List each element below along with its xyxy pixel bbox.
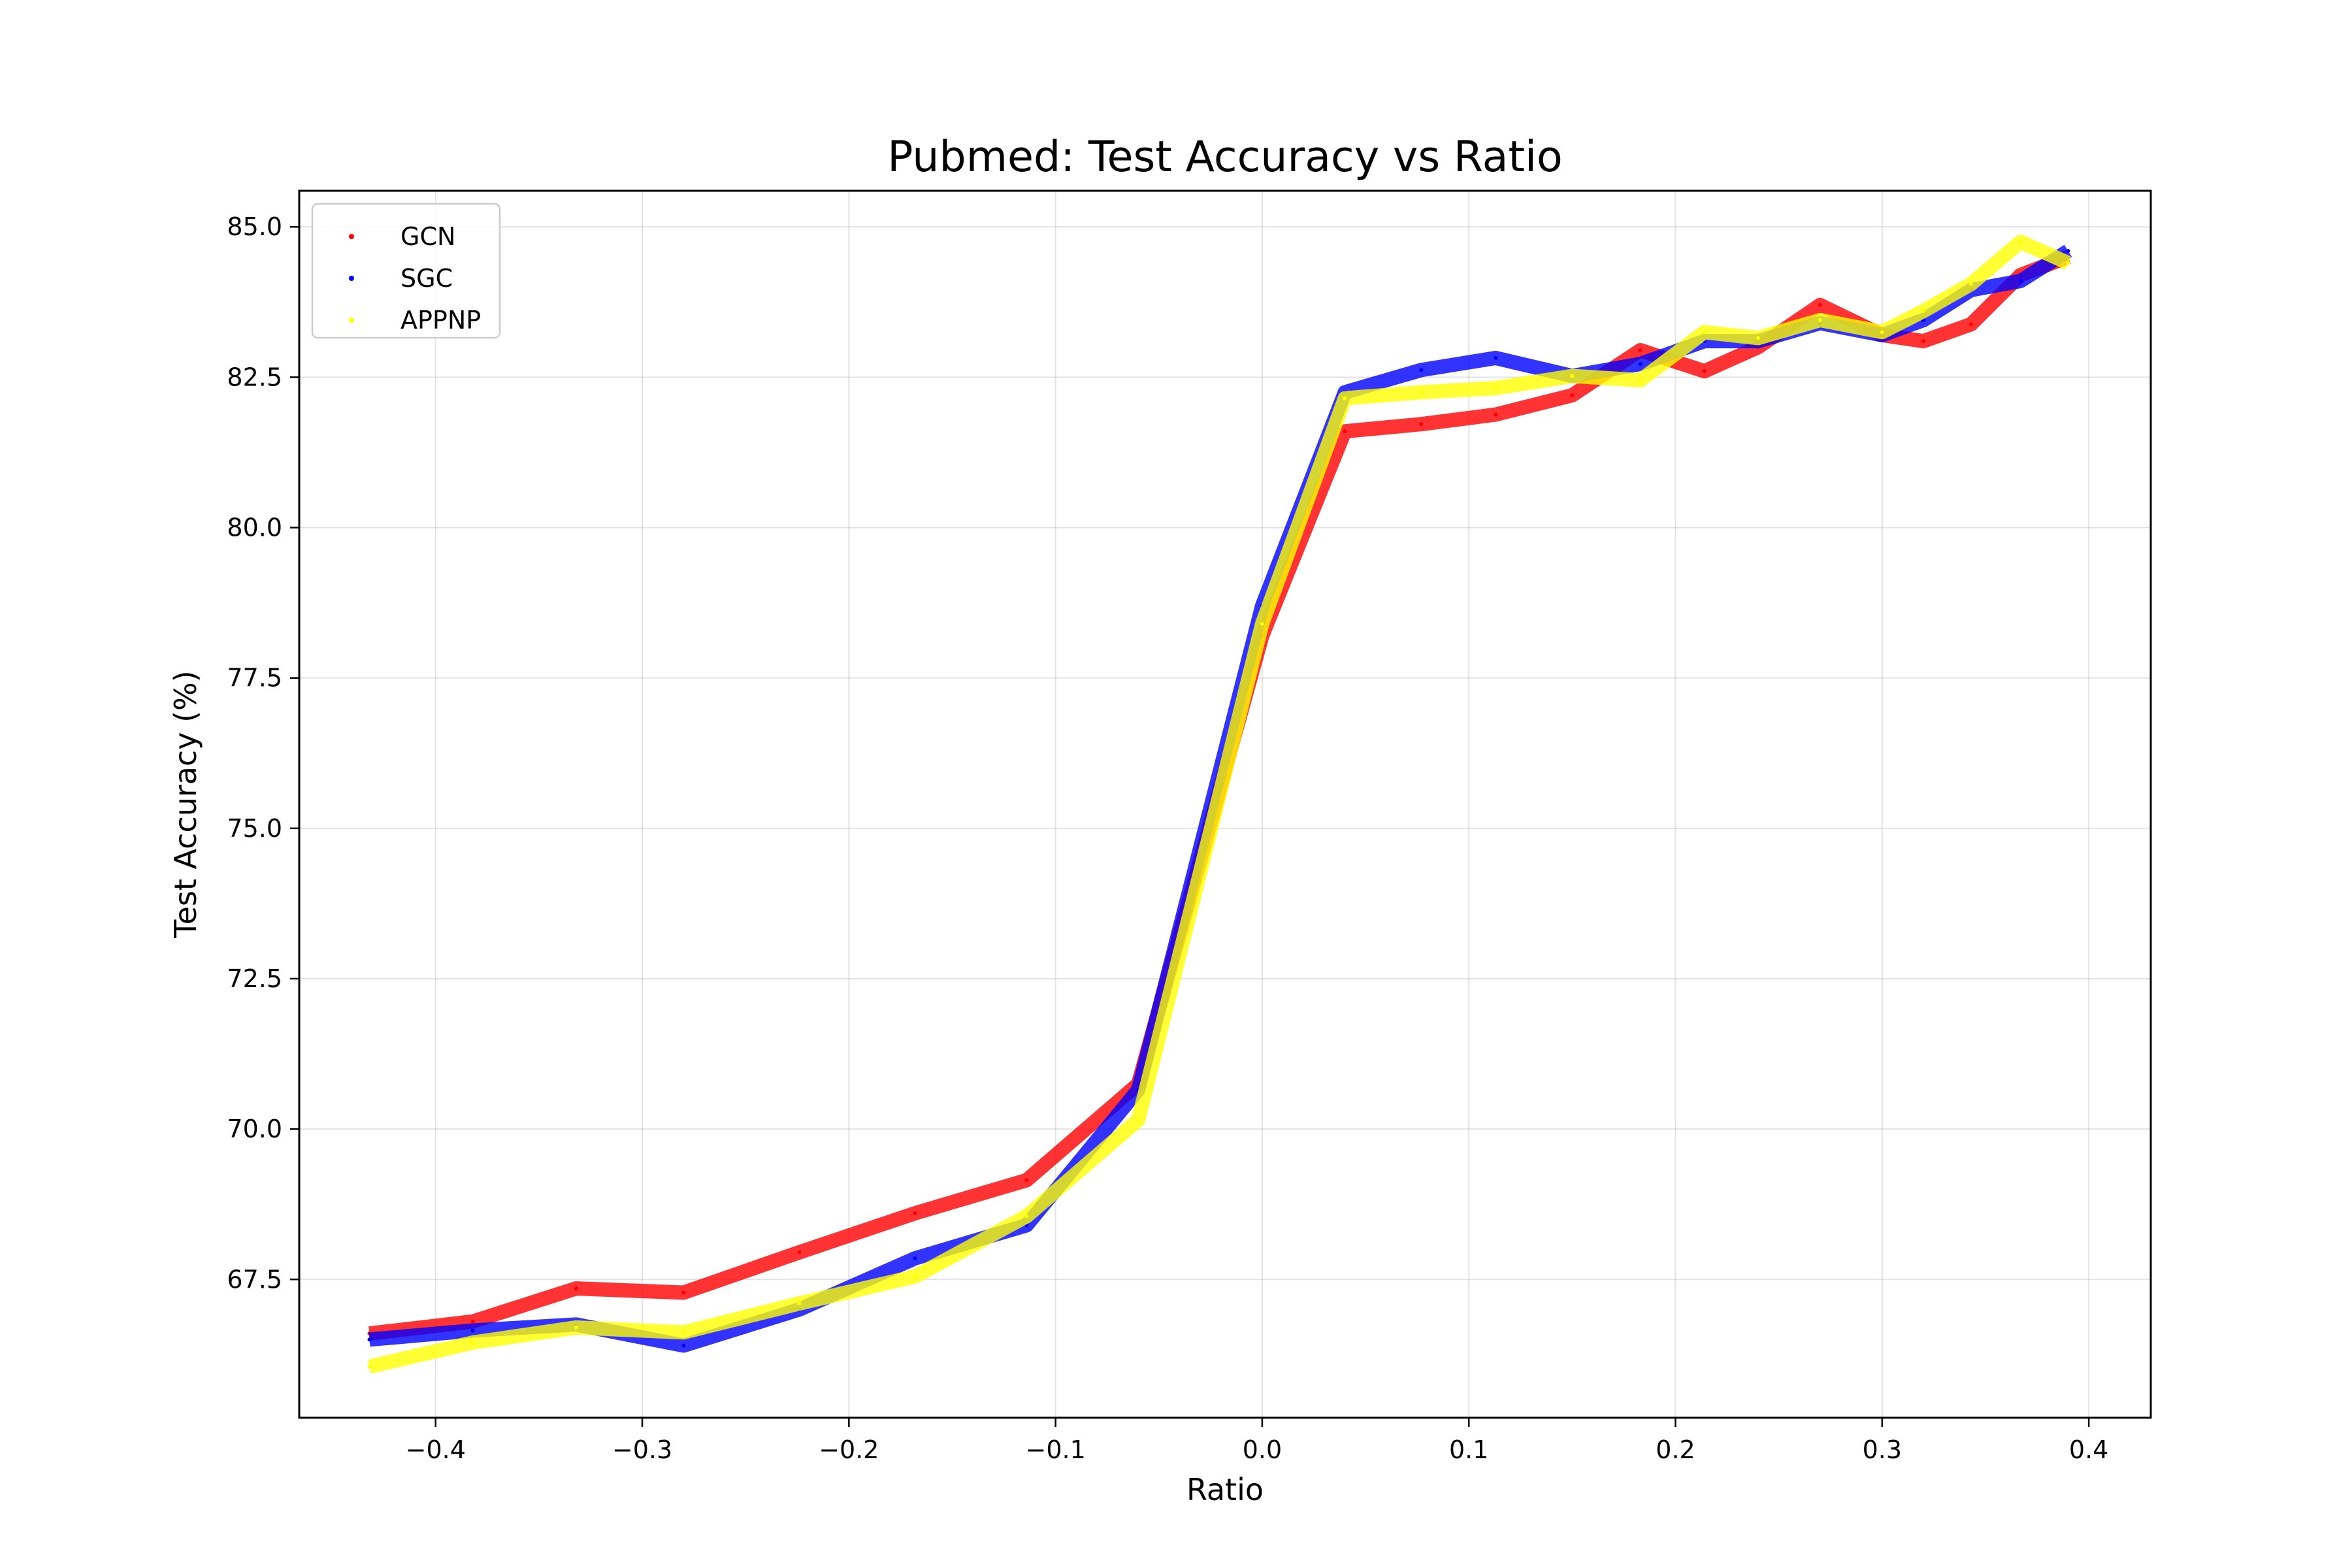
data-point-appnp xyxy=(2066,261,2070,265)
legend-marker-gcn xyxy=(349,234,354,239)
data-point-appnp xyxy=(1702,330,1707,335)
grid xyxy=(299,191,2151,1418)
data-point-gcn xyxy=(1638,348,1642,352)
legend-item-sgc: SGC xyxy=(349,264,453,293)
y-axis-ticks: 67.5 70.0 72.5 75.0 77.5 80.0 82.5 85.0 xyxy=(227,212,299,1294)
data-point-appnp xyxy=(367,1364,372,1369)
data-point-sgc xyxy=(681,1343,686,1348)
legend: GCN SGC APPNP xyxy=(311,203,501,339)
data-point-sgc xyxy=(2066,249,2070,253)
legend-item-appnp: APPNP xyxy=(349,306,481,335)
legend-marker-sgc xyxy=(349,276,354,281)
data-point-appnp xyxy=(1756,336,1761,340)
data-point-appnp xyxy=(1024,1214,1029,1218)
data-point-appnp xyxy=(1419,390,1424,395)
data-point-gcn xyxy=(1343,429,1347,434)
data-point-appnp xyxy=(574,1325,578,1330)
x-tick-label: −0.1 xyxy=(1025,1435,1085,1464)
y-tick-label: 80.0 xyxy=(227,514,282,542)
data-point-gcn xyxy=(797,1250,802,1254)
data-point-gcn xyxy=(1024,1178,1029,1183)
data-point-gcn xyxy=(574,1286,578,1291)
data-point-appnp xyxy=(1570,374,1575,378)
x-tick-label: −0.3 xyxy=(612,1435,672,1464)
y-tick-label: 70.0 xyxy=(227,1115,282,1143)
data-point-gcn xyxy=(1921,339,1926,344)
x-axis-ticks: −0.4 −0.3 −0.2 −0.1 0.0 0.1 0.2 0.3 0.4 xyxy=(406,1418,2108,1464)
data-point-appnp xyxy=(913,1274,917,1279)
x-tick-label: −0.4 xyxy=(406,1435,466,1464)
y-tick-label: 72.5 xyxy=(227,964,282,993)
data-point-sgc xyxy=(1494,355,1498,360)
x-tick-label: 0.3 xyxy=(1863,1435,1902,1464)
data-point-appnp xyxy=(1921,309,1926,314)
data-point-gcn xyxy=(913,1211,917,1215)
data-point-gcn xyxy=(1419,422,1424,427)
y-tick-label: 67.5 xyxy=(227,1265,282,1294)
plot-frame xyxy=(298,189,2152,1419)
series-appnp xyxy=(367,235,2071,1374)
data-point-appnp xyxy=(1968,282,1973,286)
data-point-gcn xyxy=(1570,393,1575,397)
data-point-gcn xyxy=(1968,322,1973,327)
data-point-sgc xyxy=(470,1328,475,1333)
data-point-gcn xyxy=(1494,412,1498,417)
data-point-appnp xyxy=(1343,396,1347,400)
x-tick-label: 0.0 xyxy=(1243,1435,1282,1464)
data-point-appnp xyxy=(470,1340,475,1345)
legend-marker-appnp xyxy=(349,318,354,323)
data-point-appnp xyxy=(1260,621,1264,626)
data-point-appnp xyxy=(2018,240,2023,244)
x-axis-label: Ratio xyxy=(1186,1472,1264,1507)
legend-label-sgc: SGC xyxy=(400,264,453,293)
legend-box xyxy=(311,203,501,339)
data-point-gcn xyxy=(1818,302,1822,307)
legend-item-gcn: GCN xyxy=(349,222,455,251)
y-tick-label: 75.0 xyxy=(227,814,282,843)
data-point-appnp xyxy=(1494,385,1498,390)
data-point-sgc xyxy=(1419,368,1424,372)
data-point-appnp xyxy=(1880,330,1884,335)
data-point-sgc xyxy=(1638,362,1642,367)
data-point-appnp xyxy=(797,1301,802,1306)
data-point-gcn xyxy=(470,1319,475,1324)
y-tick-label: 77.5 xyxy=(227,664,282,693)
data-point-sgc xyxy=(367,1337,372,1342)
x-tick-label: 0.2 xyxy=(1656,1435,1695,1464)
data-point-sgc xyxy=(2018,279,2023,284)
plot-series xyxy=(367,235,2072,1374)
y-axis-label: Test Accuracy (%) xyxy=(168,670,203,938)
x-tick-label: 0.1 xyxy=(1449,1435,1488,1464)
series-line-appnp xyxy=(368,235,2071,1374)
data-point-appnp xyxy=(1136,1118,1141,1122)
x-tick-label: −0.2 xyxy=(819,1435,879,1464)
data-point-appnp xyxy=(681,1330,686,1335)
data-point-appnp xyxy=(1818,318,1822,322)
y-tick-label: 82.5 xyxy=(227,363,282,391)
series-line-gcn xyxy=(368,250,2071,1341)
x-tick-label: 0.4 xyxy=(2069,1435,2108,1464)
data-point-gcn xyxy=(681,1290,686,1295)
legend-label-gcn: GCN xyxy=(400,222,455,251)
data-point-gcn xyxy=(1702,369,1707,374)
data-point-sgc xyxy=(913,1256,917,1261)
legend-label-appnp: APPNP xyxy=(400,306,481,335)
chart-title: Pubmed: Test Accuracy vs Ratio xyxy=(887,133,1563,182)
y-tick-label: 85.0 xyxy=(227,212,282,241)
data-point-appnp xyxy=(1638,378,1642,382)
